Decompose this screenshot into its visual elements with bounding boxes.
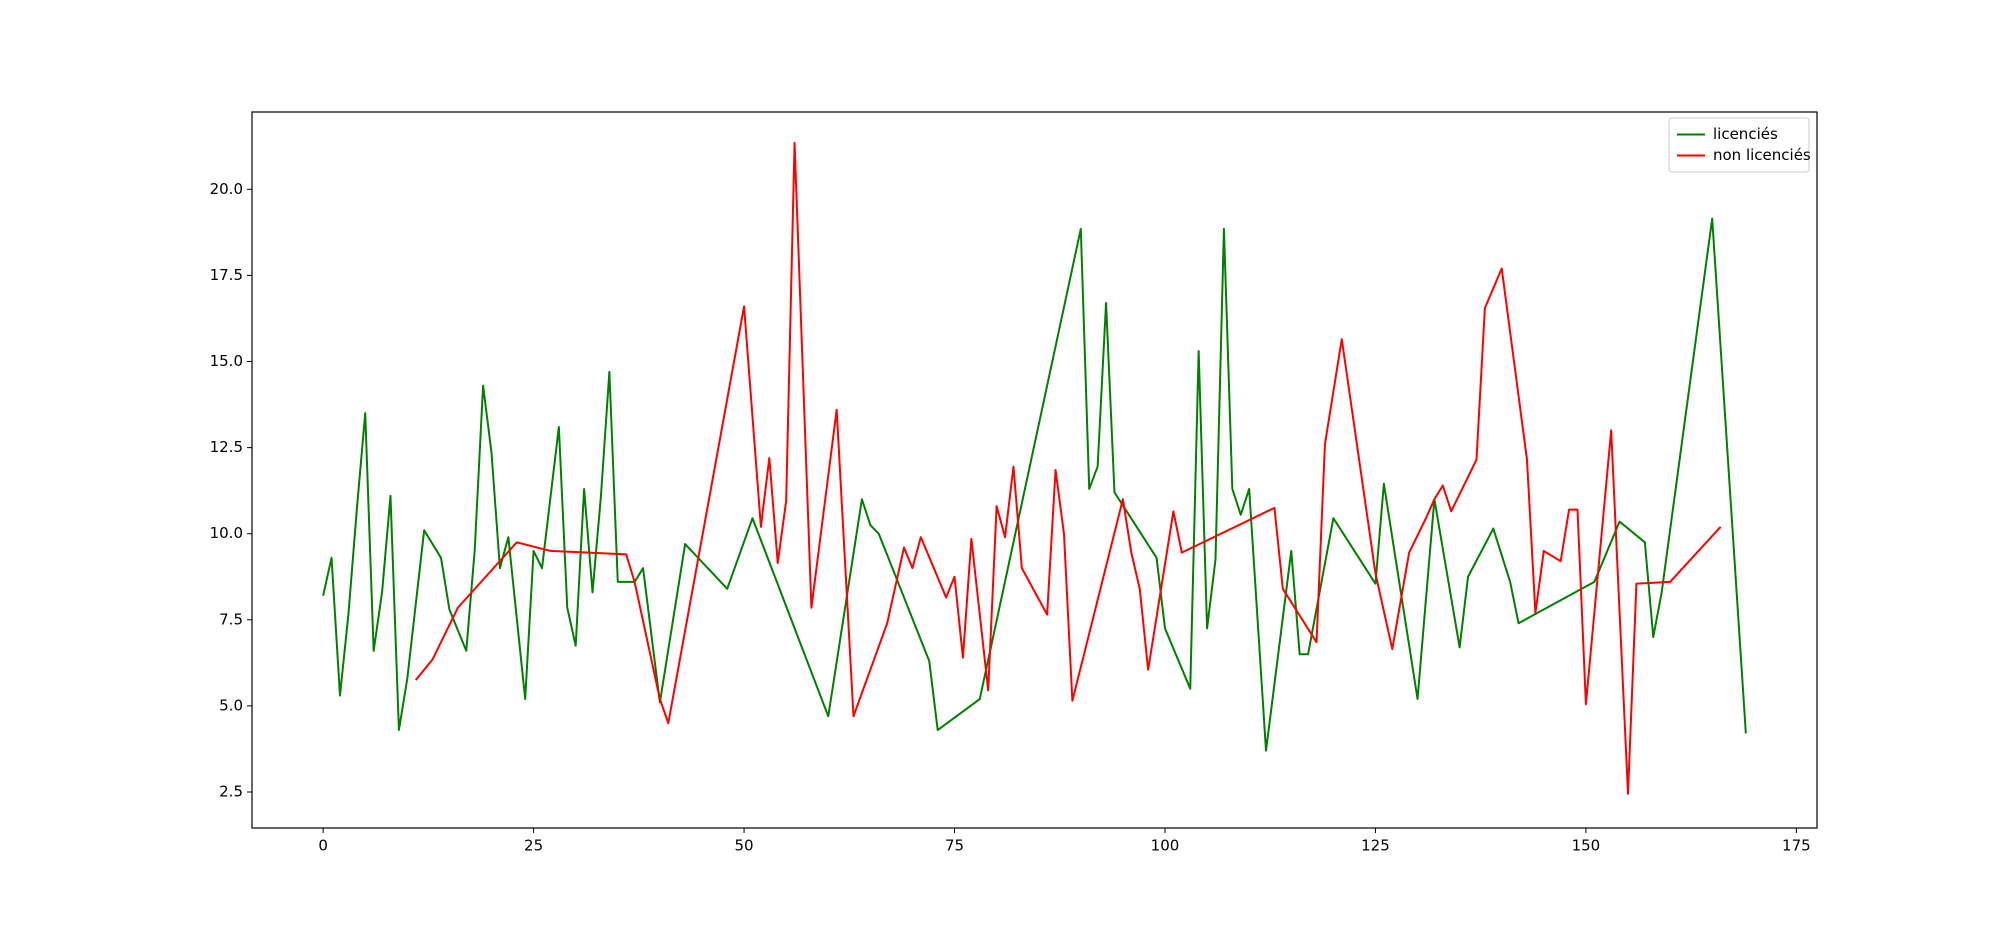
x-tick-label: 0 [318, 837, 328, 855]
y-tick-label: 10.0 [210, 524, 243, 542]
legend-label: non licenciés [1713, 146, 1811, 164]
legend-label: licenciés [1713, 125, 1778, 143]
y-tick-label: 5.0 [219, 696, 243, 714]
series-line [414, 141, 1722, 795]
x-tick-label: 125 [1361, 837, 1390, 855]
x-tick-label: 50 [735, 837, 754, 855]
y-tick-label: 17.5 [210, 266, 243, 284]
legend-box [1668, 117, 1810, 173]
plot-frame [251, 111, 1818, 829]
y-tick-label: 12.5 [210, 438, 243, 456]
y-tick-label: 7.5 [219, 610, 243, 628]
x-tick-label: 175 [1782, 837, 1811, 855]
x-tick-label: 75 [945, 837, 964, 855]
x-tick-label: 25 [524, 837, 543, 855]
y-tick-label: 15.0 [210, 352, 243, 370]
legend: licenciés non licenciés [1668, 117, 1811, 173]
y-tick-label: 20.0 [210, 180, 243, 198]
y-tick-label: 2.5 [219, 783, 243, 801]
series-line [322, 217, 1747, 752]
x-tick-label: 150 [1572, 837, 1601, 855]
x-tick-label: 100 [1151, 837, 1180, 855]
